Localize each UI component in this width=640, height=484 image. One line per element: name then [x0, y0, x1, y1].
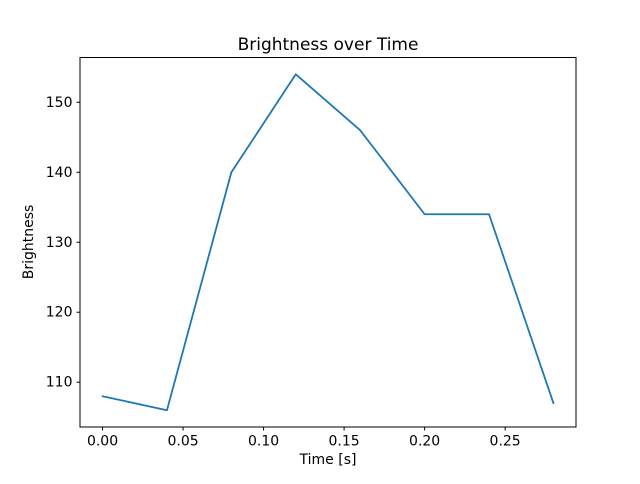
y-tick-label: 150	[46, 95, 73, 111]
x-tick-label: 0.25	[490, 434, 521, 450]
y-axis-ticks: 110 120 130 140 150	[46, 95, 80, 391]
y-axis-label: Brightness	[21, 205, 37, 280]
plot-area	[80, 57, 576, 427]
x-tick-label: 0.15	[329, 434, 360, 450]
x-tick-label: 0.20	[409, 434, 440, 450]
chart-title: Brightness over Time	[238, 35, 419, 55]
axes-spines	[79, 57, 577, 428]
y-tick-label: 120	[46, 305, 73, 321]
x-axis-ticks: 0.00 0.05 0.10 0.15 0.20 0.25	[87, 427, 521, 450]
y-tick-label: 140	[46, 165, 73, 181]
x-tick-label: 0.10	[248, 434, 279, 450]
y-tick-label: 130	[46, 235, 73, 251]
data-line	[101, 73, 555, 412]
x-tick-label: 0.05	[167, 434, 198, 450]
x-tick-label: 0.00	[87, 434, 118, 450]
x-axis-label: Time [s]	[299, 452, 357, 468]
y-tick-label: 110	[46, 375, 73, 391]
